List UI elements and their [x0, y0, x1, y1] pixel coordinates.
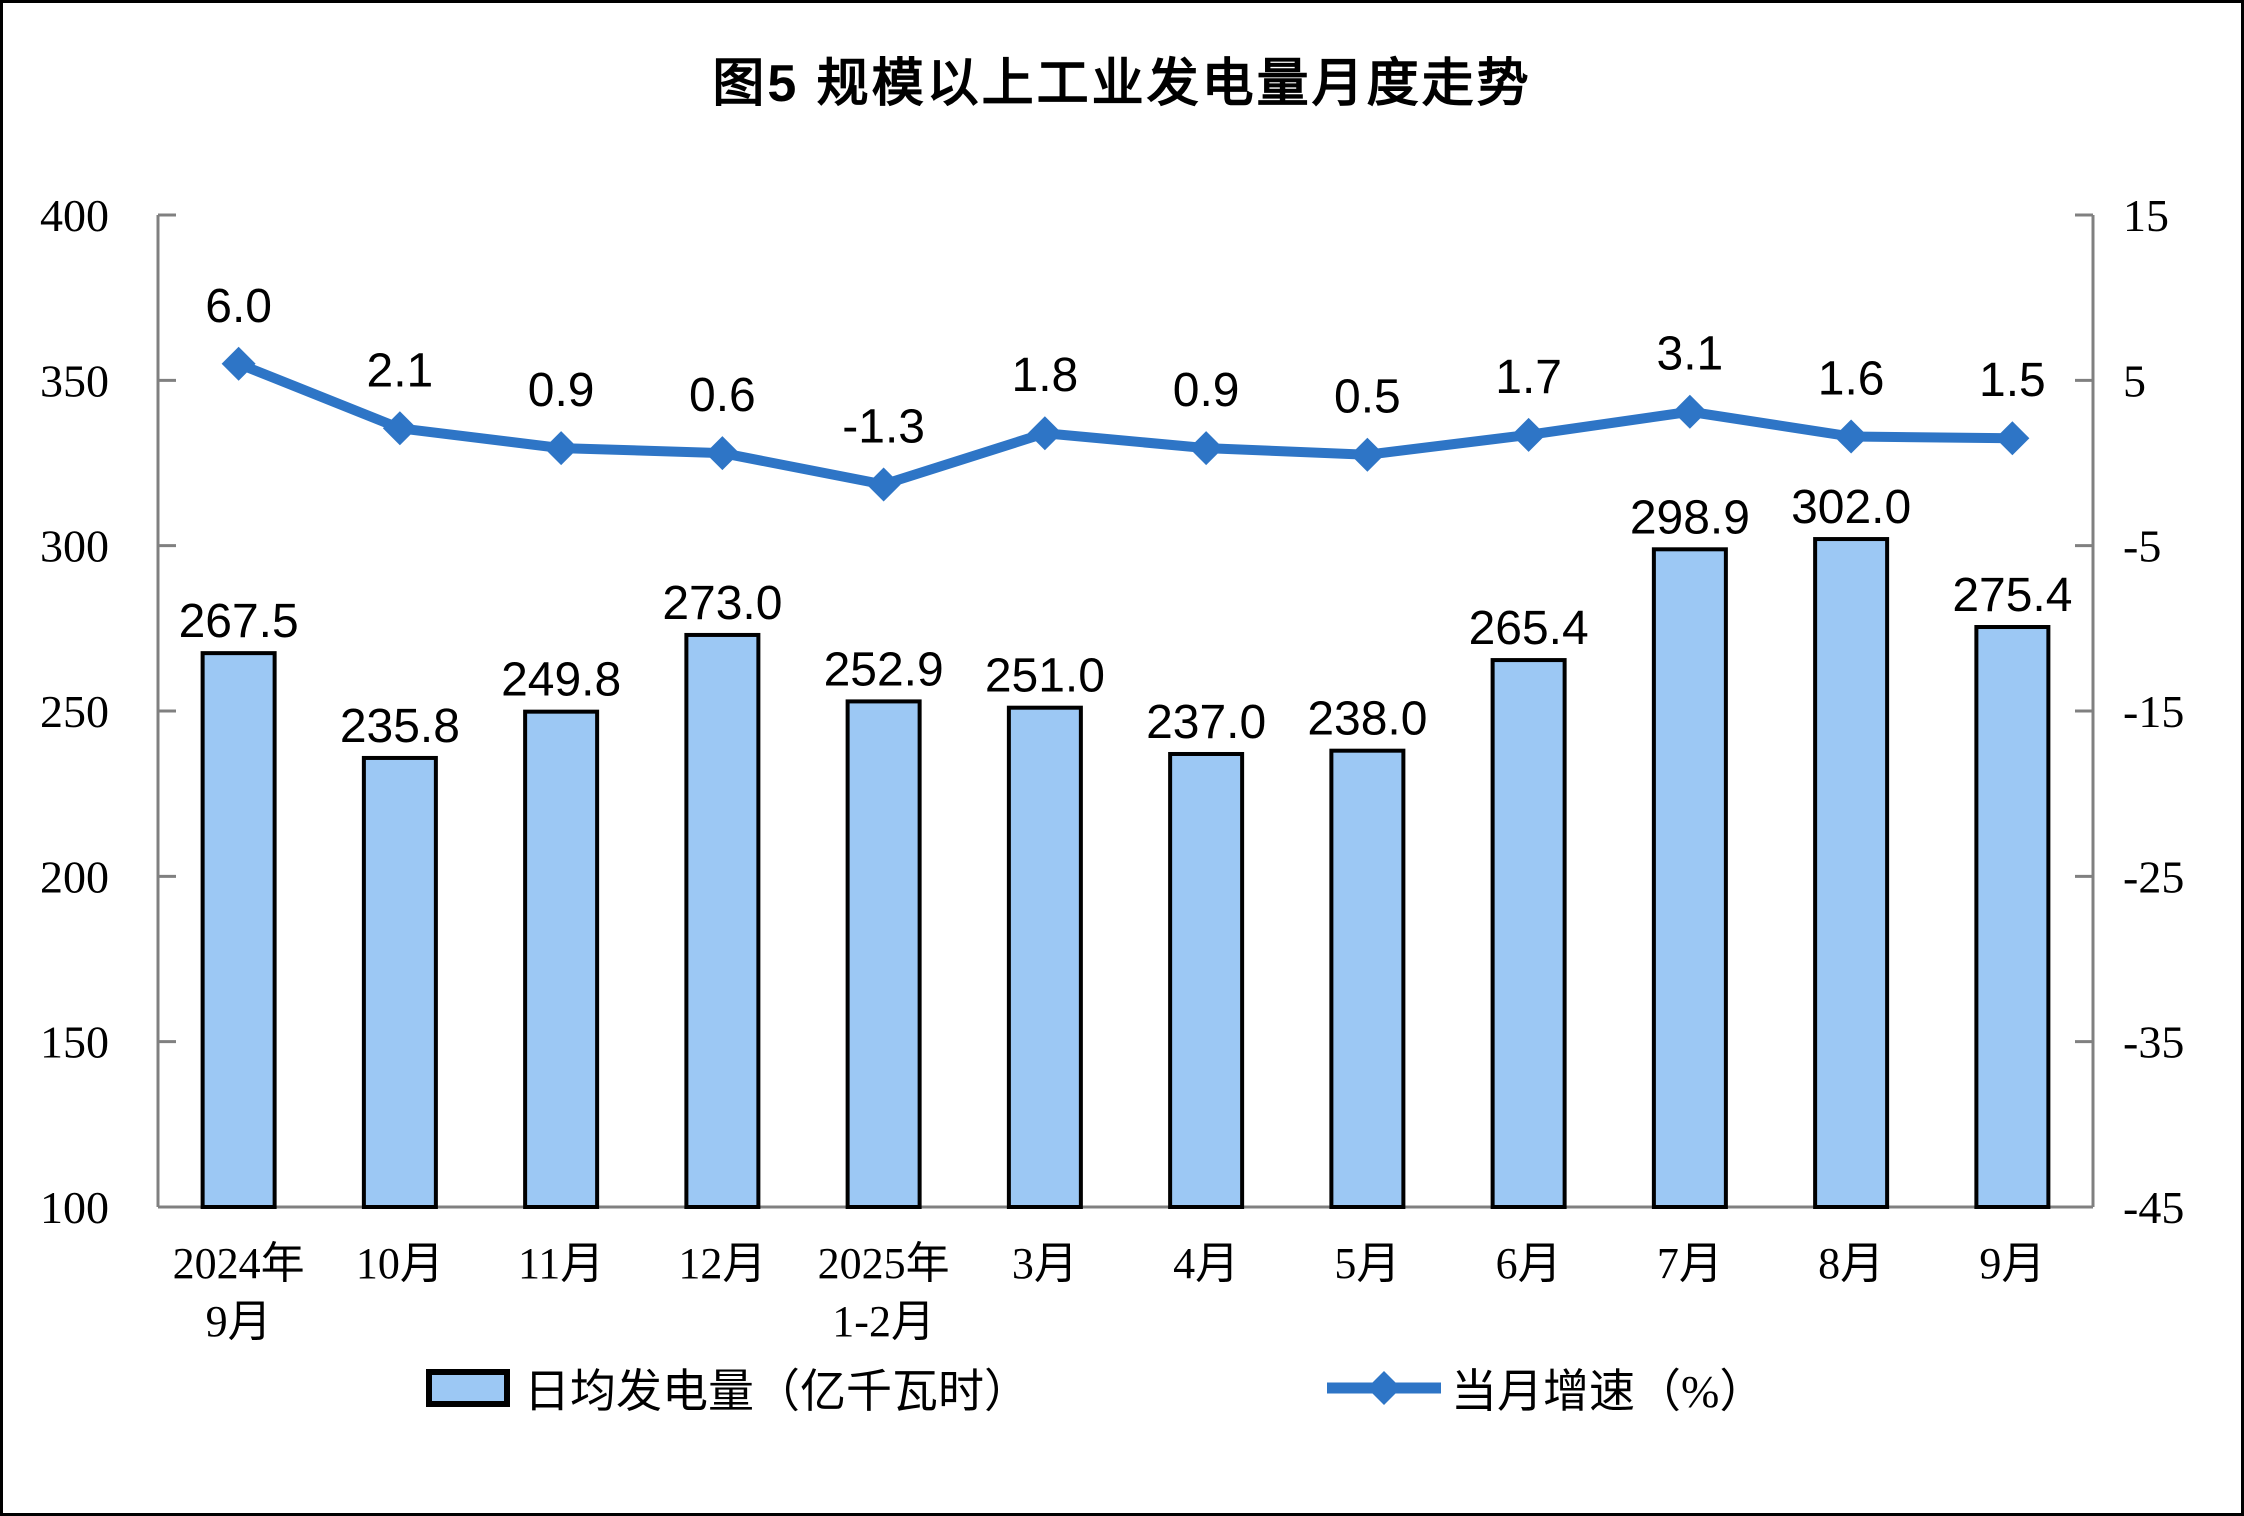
growth-value-label: -1.3: [842, 400, 925, 453]
growth-value-label: 0.5: [1334, 371, 1401, 424]
category-label: 7月: [1657, 1239, 1723, 1288]
right-axis-tick-label: 5: [2123, 355, 2146, 406]
category-label: 4月: [1173, 1239, 1239, 1288]
bar-value-label: 251.0: [985, 650, 1105, 703]
category-label: 12月: [678, 1239, 766, 1288]
growth-value-label: 1.6: [1818, 353, 1885, 406]
bar: [1329, 748, 1406, 1209]
right-axis-tick-label: -35: [2123, 1017, 2184, 1068]
growth-line-marker: [1189, 431, 1224, 466]
category-label: 2025年: [818, 1239, 950, 1288]
category-label: 6月: [1496, 1239, 1562, 1288]
bar: [845, 699, 922, 1209]
bar: [1974, 625, 2051, 1209]
bar: [1168, 751, 1245, 1210]
growth-line: [233, 358, 2018, 490]
bar: [361, 755, 438, 1209]
bar: [1490, 658, 1567, 1209]
bar-value-label: 302.0: [1791, 481, 1911, 534]
right-axis-tick-label: -5: [2123, 521, 2161, 572]
growth-value-label: 1.7: [1495, 351, 1562, 404]
category-label: 8月: [1818, 1239, 1884, 1288]
bar-value-label: 298.9: [1630, 491, 1750, 544]
legend-item-bars: 日均发电量（亿千瓦时）: [426, 1358, 1030, 1418]
right-axis-tick-label: -15: [2123, 686, 2184, 737]
category-label: 9月: [206, 1297, 272, 1346]
growth-value-label: 1.5: [1979, 354, 2046, 407]
bar-value-label: 249.8: [501, 654, 621, 707]
growth-value-label: 0.9: [1173, 364, 1240, 417]
growth-line-marker: [705, 436, 740, 471]
bar: [684, 632, 761, 1209]
line-series-swatch: [1325, 1366, 1443, 1410]
right-axis-tick-label: -25: [2123, 851, 2184, 902]
right-axis-tick-label: 15: [2123, 190, 2169, 241]
growth-line-marker: [1027, 416, 1062, 451]
growth-line-marker: [1834, 419, 1869, 454]
category-label: 3月: [1012, 1239, 1078, 1288]
left-axis-tick-label: 150: [40, 1017, 109, 1068]
left-axis-tick-label: 250: [40, 686, 109, 737]
category-label: 2024年: [173, 1239, 305, 1288]
growth-value-label: 6.0: [205, 280, 272, 333]
bar-value-label: 265.4: [1469, 602, 1589, 655]
legend-bar-label: 日均发电量（亿千瓦时）: [524, 1366, 1030, 1417]
category-label: 5月: [1334, 1239, 1400, 1288]
growth-line-marker: [1995, 421, 2030, 456]
left-axis-tick-label: 350: [40, 355, 109, 406]
growth-value-label: 0.9: [528, 364, 595, 417]
category-label: 9月: [1979, 1239, 2045, 1288]
category-label: 11月: [518, 1239, 604, 1288]
growth-line-marker: [382, 411, 417, 446]
growth-line-marker: [1672, 394, 1707, 429]
bar-value-label: 267.5: [179, 595, 299, 648]
growth-line-marker: [1350, 437, 1385, 472]
bar: [1006, 705, 1083, 1210]
growth-value-label: 3.1: [1657, 328, 1724, 381]
bar: [1651, 547, 1728, 1209]
left-axis-tick-label: 300: [40, 521, 109, 572]
bar-series-swatch: [426, 1369, 510, 1407]
line-swatch-icon: [1327, 1371, 1441, 1405]
bar-value-label: 237.0: [1146, 696, 1266, 749]
growth-line-marker: [544, 431, 579, 466]
growth-line-marker: [221, 346, 256, 381]
bar-value-label: 238.0: [1307, 693, 1427, 746]
bar: [523, 709, 600, 1209]
bar: [200, 651, 277, 1209]
chart-plot-area: 100 150 200 250 300 350 400 -45 -35 -25 -15 -5 5 15 20…: [40, 190, 2184, 1346]
growth-line-marker: [866, 467, 901, 502]
bar: [1813, 537, 1890, 1209]
left-axis-tick-label: 200: [40, 851, 109, 902]
growth-value-label: 0.6: [689, 369, 756, 422]
left-axis-tick-label: 100: [40, 1182, 109, 1233]
category-label: 10月: [356, 1239, 444, 1288]
growth-line-marker: [1511, 417, 1546, 452]
growth-value-label: 2.1: [367, 344, 434, 397]
growth-value-label: 1.8: [1012, 349, 1079, 402]
legend-item-line: 当月增速（%）: [1325, 1358, 1765, 1418]
category-label: 1-2月: [832, 1297, 935, 1346]
bar-value-label: 273.0: [662, 577, 782, 630]
left-axis-tick-label: 400: [40, 190, 109, 241]
bar-value-label: 252.9: [824, 643, 944, 696]
legend-line-label: 当月增速（%）: [1451, 1366, 1766, 1417]
bar-value-label: 275.4: [1952, 569, 2072, 622]
bar-value-label: 235.8: [340, 700, 460, 753]
right-axis-tick-label: -45: [2123, 1182, 2184, 1233]
chart-title: 图5 规模以上工业发电量月度走势: [712, 55, 1532, 113]
